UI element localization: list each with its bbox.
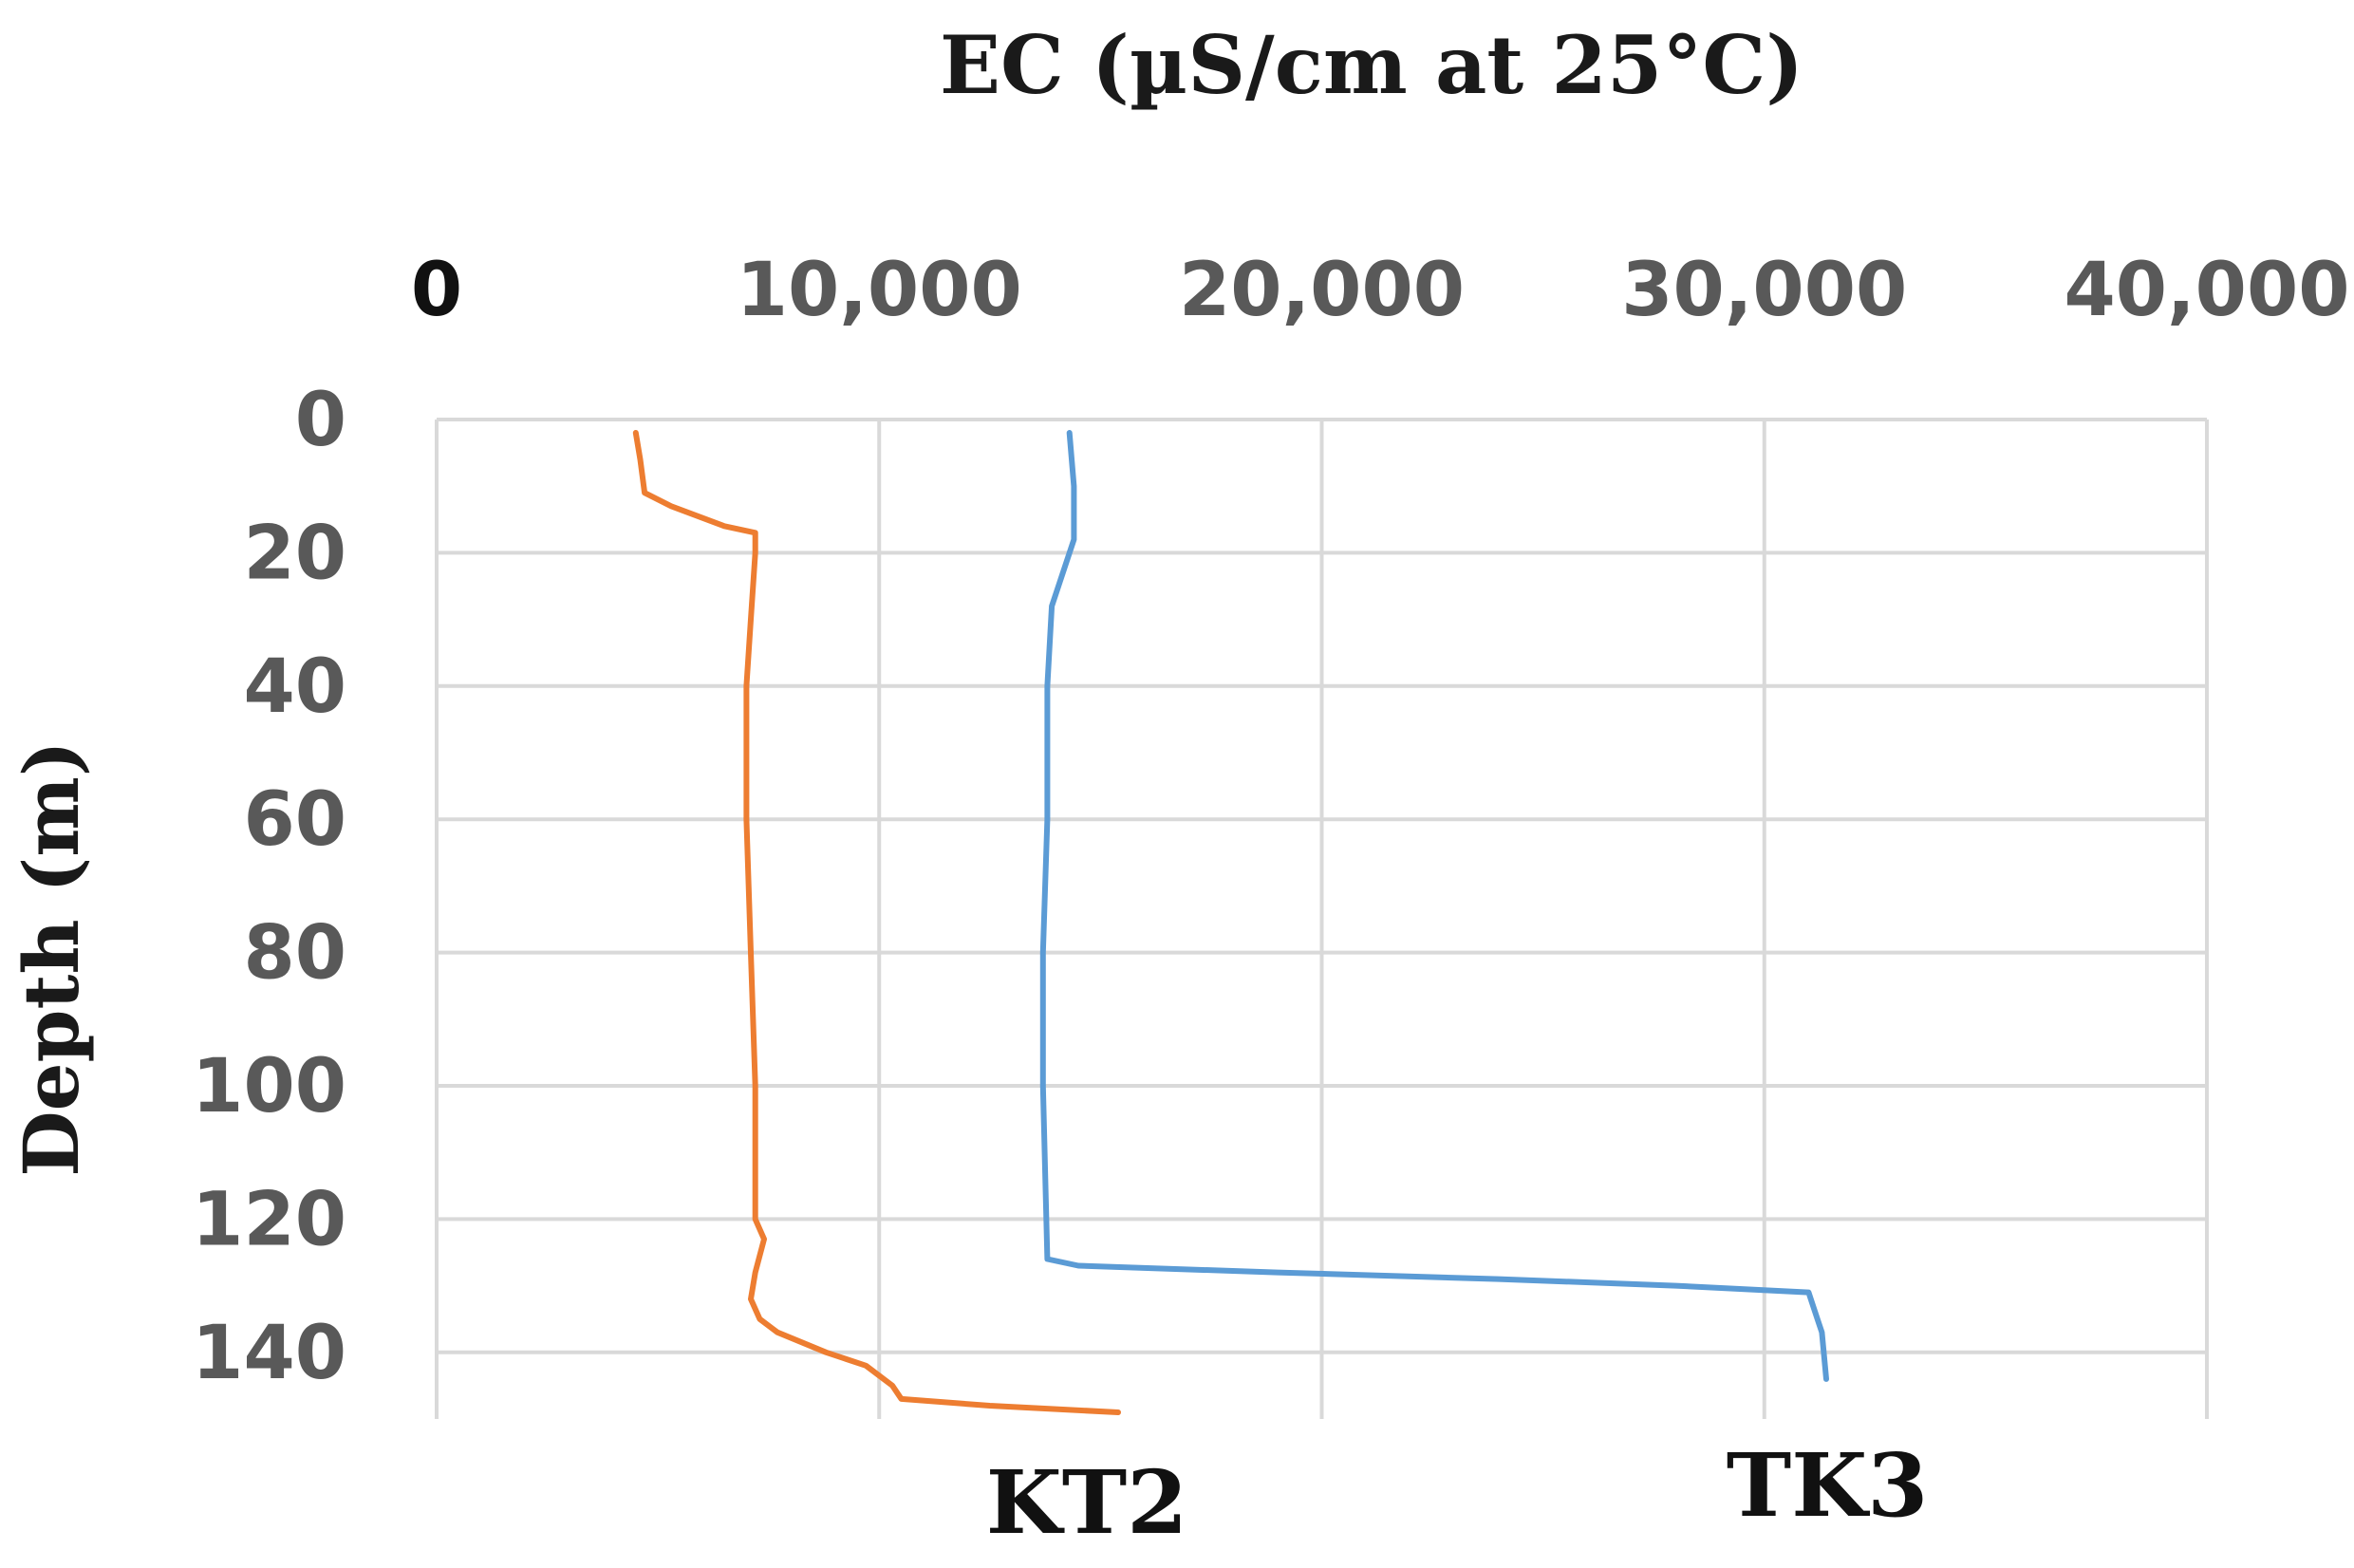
series-label-tk3: TK3 — [1727, 1434, 1928, 1537]
x-tick-label: 30,000 — [1621, 248, 1907, 333]
x-tick-label: 10,000 — [737, 248, 1022, 333]
y-tick-label: 60 — [243, 777, 346, 863]
series-lines — [632, 430, 1829, 1415]
y-tick-label: 120 — [192, 1177, 346, 1262]
chart-title: EC (µS/cm at 25°C) — [940, 18, 1803, 112]
y-tick-label: 20 — [243, 511, 346, 596]
x-axis-ticks: 0 10,000 20,000 30,000 40,000 — [411, 248, 2350, 333]
y-axis-ticks: 0 20 40 60 80 100 120 140 — [192, 378, 346, 1396]
y-tick-label: 100 — [192, 1044, 346, 1129]
y-axis-label: Depth (m) — [7, 740, 96, 1177]
y-tick-label: 140 — [192, 1311, 346, 1396]
y-tick-label: 0 — [295, 378, 346, 463]
y-tick-label: 40 — [243, 644, 346, 730]
x-tick-label: 40,000 — [2064, 248, 2350, 333]
x-tick-label: 20,000 — [1179, 248, 1465, 333]
series-labels: KT2 TK3 — [986, 1434, 1928, 1554]
y-tick-label: 80 — [243, 911, 346, 997]
series-line-tk3 — [1039, 430, 1829, 1382]
gridlines — [435, 418, 2209, 1419]
x-tick-label: 0 — [411, 248, 462, 333]
series-line-kt2 — [632, 430, 1121, 1415]
series-label-kt2: KT2 — [986, 1451, 1187, 1554]
